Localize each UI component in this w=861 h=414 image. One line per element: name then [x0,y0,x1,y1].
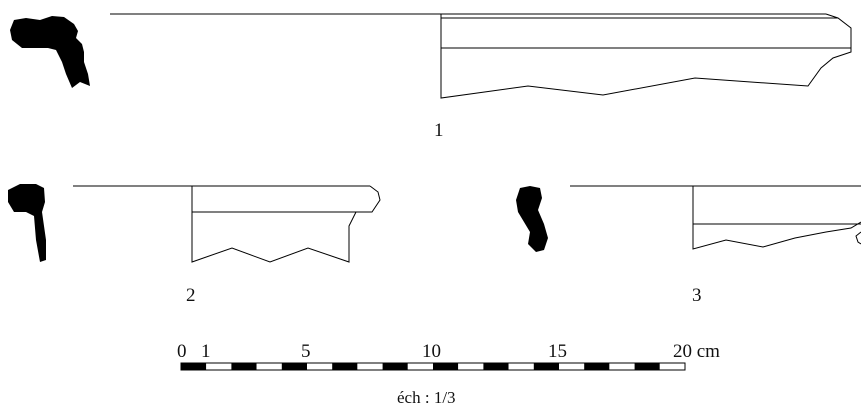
scale-bar-frame [180,362,686,371]
scale-bar-segments [181,363,685,370]
scale-caption: éch : 1/3 [397,388,456,407]
scale-tick-10: 10 [422,341,441,362]
scale-segment [382,363,408,370]
scale-segment [609,363,635,370]
scale-tick-1: 1 [201,341,211,362]
scale-segment [483,363,509,370]
scale-bar: 0 1 5 10 15 20 cm éch : 1/3 [177,341,720,407]
scale-segment [256,363,282,370]
profile-2: 2 [8,184,381,306]
profile-3-outline [692,186,861,250]
profile-2-outline [191,185,381,263]
scale-segment [584,363,610,370]
scale-segment [307,363,333,370]
scale-segment [659,363,685,370]
profile-1: 1 [10,13,852,141]
scale-segment [458,363,484,370]
scale-segment [407,363,433,370]
scale-segment [281,363,307,370]
profile-1-section [10,16,90,88]
scale-tick-15: 15 [548,341,567,362]
scale-segment [332,363,358,370]
scale-tick-0: 0 [177,341,187,362]
scale-segment [433,363,459,370]
scale-segment [559,363,585,370]
figure-3-label: 3 [692,285,702,306]
scale-segment [533,363,559,370]
profile-3-rim-edge [855,231,861,245]
scale-segment [634,363,660,370]
scale-segment [357,363,383,370]
profile-3-section [516,186,548,252]
figure-2-label: 2 [186,285,196,306]
scale-segment [206,363,232,370]
figure-1-label: 1 [434,120,444,141]
scale-segment [508,363,534,370]
profile-2-section [8,184,46,262]
scale-segment [231,363,257,370]
scale-tick-5: 5 [301,341,311,362]
profile-1-outline [440,13,852,99]
scale-tick-20-cm: 20 cm [673,341,720,362]
profile-3: 3 [516,185,861,306]
scale-segment [181,363,207,370]
